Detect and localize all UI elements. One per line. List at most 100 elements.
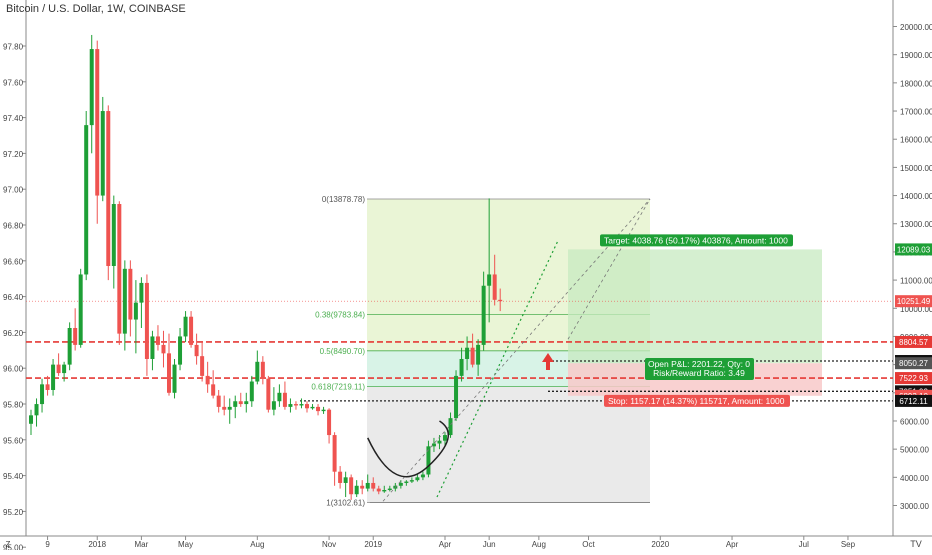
candle-body — [62, 364, 67, 374]
candle-body — [89, 49, 94, 126]
candle-body — [310, 406, 315, 409]
candle-body — [293, 404, 298, 406]
price-tag-label: 7522.93 — [899, 374, 928, 383]
candle-body — [244, 401, 249, 405]
candle-body — [454, 375, 459, 419]
price-tag-label: 8804.57 — [899, 338, 928, 347]
price-tick-label: 14000.00 — [900, 192, 932, 201]
price-tick-label: 4000.00 — [900, 474, 929, 483]
candle-body — [222, 406, 227, 410]
time-tick-label: Sep — [841, 540, 856, 549]
candle-body — [420, 474, 425, 478]
left-tick-label: 95.00 — [3, 544, 24, 550]
fib-zone-lower — [367, 386, 650, 503]
price-tag-box — [895, 335, 932, 348]
candle-body — [437, 440, 442, 444]
candle-body — [398, 482, 403, 486]
price-tag-box — [895, 372, 932, 385]
time-tick-label: Oct — [582, 540, 595, 549]
candle-body — [150, 336, 155, 359]
candle-body — [106, 111, 111, 267]
candle-body — [205, 375, 210, 385]
left-tick-label: 95.80 — [3, 401, 24, 410]
price-tick-label: 20000.00 — [900, 23, 932, 32]
candle-body — [117, 204, 122, 334]
target-label-box[interactable] — [600, 234, 793, 247]
price-tick-label: 10000.00 — [900, 305, 932, 314]
left-tick-label: 97.20 — [3, 150, 24, 159]
candle-body — [271, 401, 276, 410]
price-tag-label: 6712.11 — [899, 397, 928, 406]
price-tick-label: 15000.00 — [900, 164, 932, 173]
candle-body — [216, 395, 221, 407]
time-tick-label: Apr — [726, 540, 739, 549]
candle-body — [299, 404, 304, 406]
candle-body — [34, 404, 39, 416]
candle-body — [255, 361, 260, 382]
price-tag-box — [895, 243, 932, 256]
time-tick-label: 9 — [45, 540, 50, 549]
candle-body — [365, 482, 370, 489]
candle-body — [487, 274, 492, 286]
left-tick-label: 96.60 — [3, 257, 24, 266]
price-tag-label: 8050.27 — [899, 359, 928, 368]
time-tick-label: Jun — [483, 540, 496, 549]
candle-body — [360, 485, 365, 489]
fib-level-label: 0.618(7219.11) — [311, 383, 365, 392]
candle-body — [238, 401, 243, 405]
candle-body — [139, 282, 144, 303]
stop-label-box[interactable] — [604, 394, 790, 407]
price-tick-label: 18000.00 — [900, 79, 932, 88]
pnl-box[interactable] — [645, 358, 754, 381]
rounded-bottom-arc[interactable] — [367, 420, 450, 478]
candle-body — [211, 384, 216, 396]
candle-body — [443, 435, 447, 441]
timezone-marker: Z — [6, 540, 11, 549]
candle-body — [73, 327, 78, 345]
candle-body — [194, 344, 199, 357]
candle-body — [404, 481, 409, 483]
price-tick-label: 17000.00 — [900, 108, 932, 117]
candle-body — [233, 401, 238, 407]
candle-body — [260, 361, 265, 379]
price-tick-label: 3000.00 — [900, 502, 929, 511]
candle-body — [376, 488, 381, 492]
candle-body — [338, 471, 343, 483]
candle-body — [492, 274, 497, 300]
candle-body — [371, 482, 376, 489]
candle-body — [122, 268, 127, 334]
price-tick-label: 6000.00 — [900, 417, 929, 426]
candle-body — [459, 358, 464, 376]
candle-body — [305, 404, 309, 409]
candle-body — [266, 378, 271, 410]
left-tick-label: 95.20 — [3, 508, 24, 517]
candle-body — [316, 406, 321, 412]
candle-body — [354, 485, 359, 495]
fib-level-label: 0.5(8490.70) — [320, 347, 366, 356]
left-tick-label: 96.20 — [3, 329, 24, 338]
time-tick-label: Aug — [250, 540, 264, 549]
candle-body — [51, 364, 56, 390]
time-tick-label: Mar — [135, 540, 149, 549]
risk-reward-label: Risk/Reward Ratio: 3.49 — [653, 368, 745, 378]
candle-body — [327, 409, 332, 436]
candle-body — [481, 285, 486, 345]
price-tick-label: 19000.00 — [900, 51, 932, 60]
candle-body — [387, 488, 392, 491]
left-tick-label: 96.40 — [3, 293, 24, 302]
candle-body — [200, 356, 205, 376]
left-tick-label: 96.00 — [3, 365, 24, 374]
up-arrow-icon — [542, 353, 554, 370]
candle-body — [84, 125, 89, 275]
candle-body — [321, 409, 326, 412]
fib-trend-line[interactable] — [382, 198, 651, 502]
target-zone[interactable] — [568, 249, 822, 364]
fib-level-label: 1(3102.61) — [326, 499, 365, 508]
candle-body — [465, 347, 470, 359]
candle-body — [144, 282, 149, 359]
left-tick-label: 95.40 — [3, 472, 24, 481]
trend-line-steep[interactable] — [436, 240, 559, 498]
time-tick-label: Aug — [532, 540, 546, 549]
